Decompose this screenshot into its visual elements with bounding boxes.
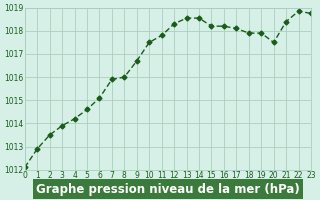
X-axis label: Graphe pression niveau de la mer (hPa): Graphe pression niveau de la mer (hPa) (36, 183, 300, 196)
